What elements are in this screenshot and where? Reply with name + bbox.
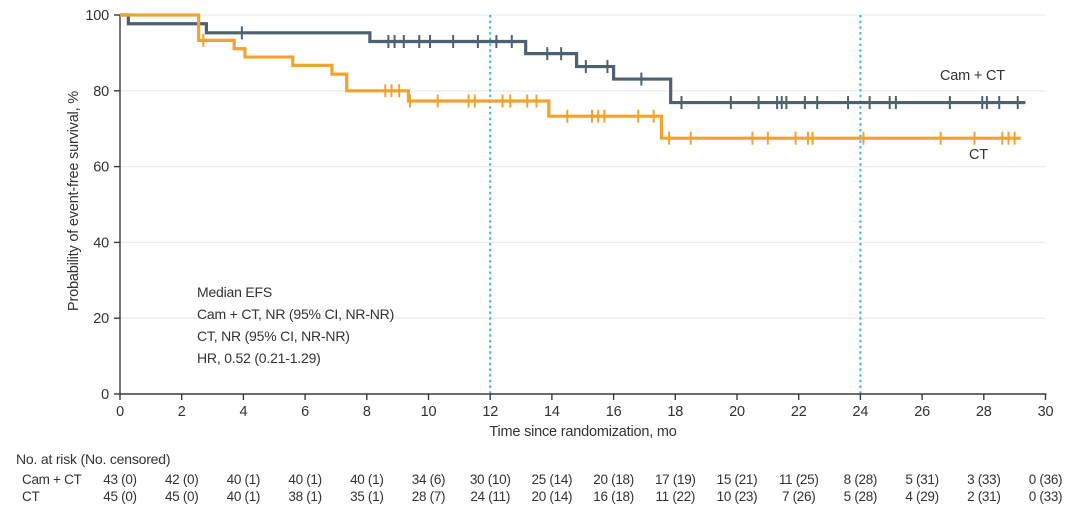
risk-cell: 38 (1) xyxy=(288,489,322,504)
risk-cell: 5 (28) xyxy=(843,489,878,504)
x-tick-label: 0 xyxy=(116,404,124,420)
x-tick-label: 20 xyxy=(729,404,745,420)
risk-cell: 42 (0) xyxy=(164,472,199,487)
x-tick-label: 10 xyxy=(421,404,437,420)
x-tick-label: 30 xyxy=(1038,404,1054,420)
x-tick-label: 18 xyxy=(667,404,683,420)
x-tick-label: 8 xyxy=(363,404,371,420)
annotation-line-hr: HR, 0.52 (0.21-1.29) xyxy=(197,350,321,366)
risk-cell: 45 (0) xyxy=(164,489,199,504)
risk-cell: 20 (14) xyxy=(531,489,573,504)
y-tick-label: 0 xyxy=(101,387,109,403)
risk-cell: 43 (0) xyxy=(103,472,137,487)
annotation-line-ct: CT, NR (95% CI, NR-NR) xyxy=(197,328,350,344)
x-tick-label: 14 xyxy=(544,404,560,420)
risk-cell: 0 (36) xyxy=(1028,472,1063,487)
risk-cell: 7 (26) xyxy=(781,489,816,504)
y-tick-label: 40 xyxy=(93,235,109,251)
risk-cell: 25 (14) xyxy=(531,472,573,487)
risk-cell: 40 (1) xyxy=(288,472,322,487)
risk-cell: 30 (10) xyxy=(469,472,511,487)
risk-cell: 8 (28) xyxy=(843,472,878,487)
risk-cell: 10 (23) xyxy=(716,489,758,504)
risk-cell: 35 (1) xyxy=(350,489,384,504)
x-tick-label: 12 xyxy=(482,404,498,420)
series-label-ct: CT xyxy=(969,147,988,163)
series-label-cam-ct: Cam + CT xyxy=(940,68,1005,84)
survival-curve-ct xyxy=(120,13,1021,140)
risk-cell: 24 (11) xyxy=(470,489,511,504)
risk-cell: 20 (18) xyxy=(593,472,634,487)
y-tick-label: 20 xyxy=(93,311,109,327)
risk-cell: 2 (31) xyxy=(967,489,1001,504)
x-axis-title: Time since randomization, mo xyxy=(489,424,677,440)
risk-cell: 17 (19) xyxy=(654,472,696,487)
x-tick-label: 22 xyxy=(791,404,807,420)
y-tick-label: 60 xyxy=(93,160,109,176)
annotation-line-median: Median EFS xyxy=(197,284,273,300)
annotation-line-cam-ct: Cam + CT, NR (95% CI, NR-NR) xyxy=(197,306,395,322)
y-tick-label: 80 xyxy=(93,84,109,100)
x-tick-label: 26 xyxy=(914,404,930,420)
risk-table-header: No. at risk (No. censored) xyxy=(16,451,171,467)
x-tick-label: 2 xyxy=(178,404,186,420)
survival-curve-cam_ct xyxy=(120,13,1026,105)
risk-cell: 40 (1) xyxy=(350,472,384,487)
y-tick-label: 100 xyxy=(85,8,109,24)
risk-cell: 4 (29) xyxy=(905,489,939,504)
y-axis-title: Probability of event-free survival, % xyxy=(66,91,82,311)
risk-row-label: CT xyxy=(22,489,40,504)
risk-cell: 40 (1) xyxy=(226,489,261,504)
risk-cell: 11 (22) xyxy=(655,489,696,504)
x-tick-label: 24 xyxy=(853,404,869,420)
x-tick-label: 6 xyxy=(301,404,309,420)
risk-cell: 3 (33) xyxy=(967,472,1001,487)
risk-cell: 28 (7) xyxy=(411,489,446,504)
risk-cell: 40 (1) xyxy=(226,472,261,487)
risk-cell: 45 (0) xyxy=(103,489,137,504)
x-tick-label: 16 xyxy=(606,404,622,420)
risk-cell: 0 (33) xyxy=(1028,489,1063,504)
median-efs-annotation: Median EFS Cam + CT, NR (95% CI, NR-NR) … xyxy=(197,281,394,369)
x-tick-label: 28 xyxy=(976,404,992,420)
x-tick-label: 4 xyxy=(239,404,247,420)
risk-cell: 34 (6) xyxy=(411,472,446,487)
risk-row-label: Cam + CT xyxy=(22,472,82,487)
risk-cell: 15 (21) xyxy=(716,472,758,487)
risk-cell: 16 (18) xyxy=(593,489,634,504)
risk-cell: 5 (31) xyxy=(905,472,939,487)
risk-cell: 11 (25) xyxy=(778,472,819,487)
